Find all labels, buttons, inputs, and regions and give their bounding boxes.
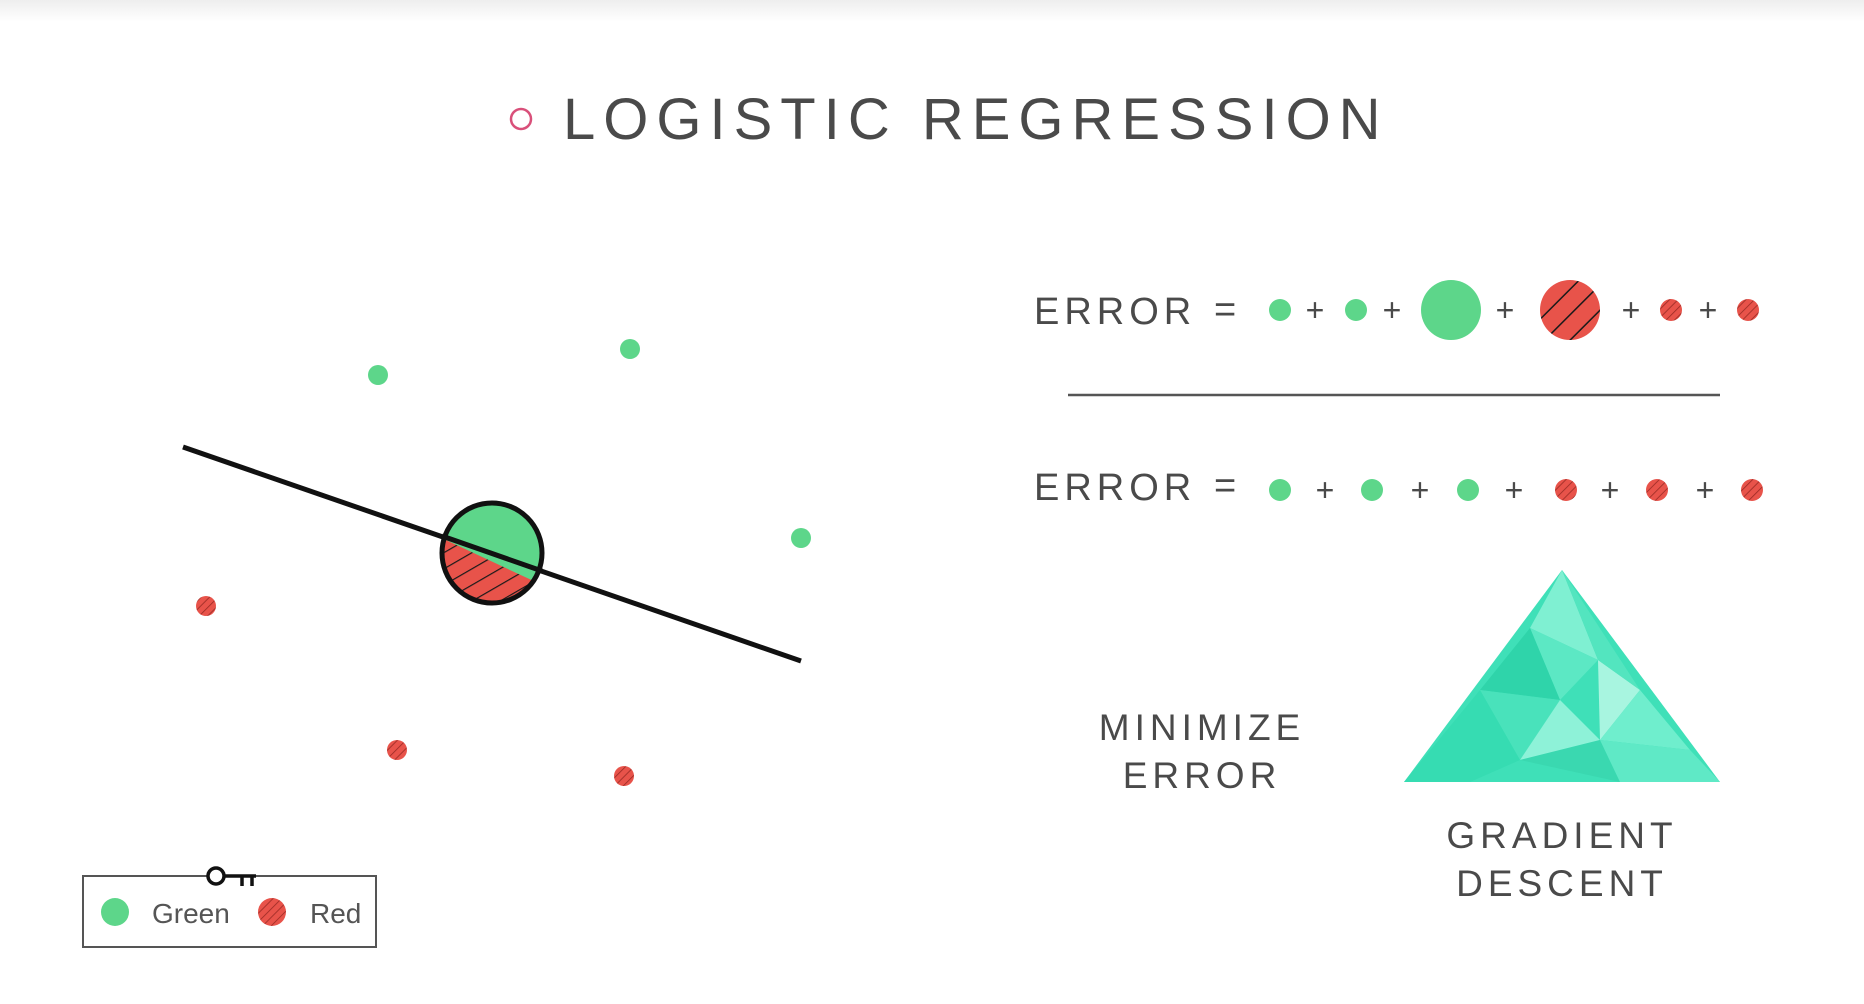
red-term-dot (1741, 479, 1763, 501)
red-term-dot (1737, 299, 1759, 321)
equals-sign: = (1214, 289, 1236, 331)
plus-sign: + (1496, 292, 1515, 328)
green-term-dot (1345, 299, 1367, 321)
red-point (387, 740, 407, 760)
green-term-dot (1361, 479, 1383, 501)
plus-sign: + (1601, 472, 1620, 508)
legend: Green Red (82, 866, 377, 948)
red-point (196, 596, 216, 616)
equation-terms-1: + + + + + (1269, 280, 1759, 340)
gradient-label-line2: DESCENT (1456, 863, 1668, 904)
plus-sign: + (1622, 292, 1641, 328)
green-term-dot (1269, 299, 1291, 321)
red-term-dot (1646, 479, 1668, 501)
red-term-dot (1540, 280, 1600, 340)
title-bullet-icon (509, 107, 533, 131)
legend-red-swatch (258, 898, 286, 926)
green-point (791, 528, 811, 548)
error-label: ERROR (1034, 291, 1196, 333)
plus-sign: + (1505, 472, 1524, 508)
plot-area (182, 339, 811, 786)
legend-box (82, 875, 377, 948)
misclassified-point (439, 500, 545, 606)
green-term-dot (1269, 479, 1291, 501)
plus-sign: + (1306, 292, 1325, 328)
key-icon (206, 866, 256, 886)
legend-green-label: Green (152, 898, 230, 929)
equation-terms-2: + + + + + (1269, 472, 1763, 508)
plus-sign: + (1696, 472, 1715, 508)
green-point (368, 365, 388, 385)
plus-sign: + (1411, 472, 1430, 508)
legend-green-swatch (101, 898, 129, 926)
page-title: LOGISTIC REGRESSION (563, 87, 1389, 152)
top-shadow (0, 0, 1864, 22)
error-label: ERROR (1034, 467, 1196, 509)
legend-red-label: Red (310, 898, 361, 929)
equals-sign: = (1214, 465, 1236, 507)
plus-sign: + (1699, 292, 1718, 328)
mountain-icon (1404, 570, 1720, 782)
red-point (614, 766, 634, 786)
red-term-dot (1660, 299, 1682, 321)
minimize-label-line1: MINIMIZE (1099, 707, 1305, 748)
error-equations: ERROR = + + + + + ERROR = + + + + + (1034, 280, 1763, 509)
red-term-dot (1555, 479, 1577, 501)
minimize-label-line2: ERROR (1123, 755, 1282, 796)
plus-sign: + (1383, 292, 1402, 328)
green-term-dot (1421, 280, 1481, 340)
gradient-label-line1: GRADIENT (1446, 815, 1677, 856)
green-point (620, 339, 640, 359)
green-term-dot (1457, 479, 1479, 501)
plus-sign: + (1316, 472, 1335, 508)
